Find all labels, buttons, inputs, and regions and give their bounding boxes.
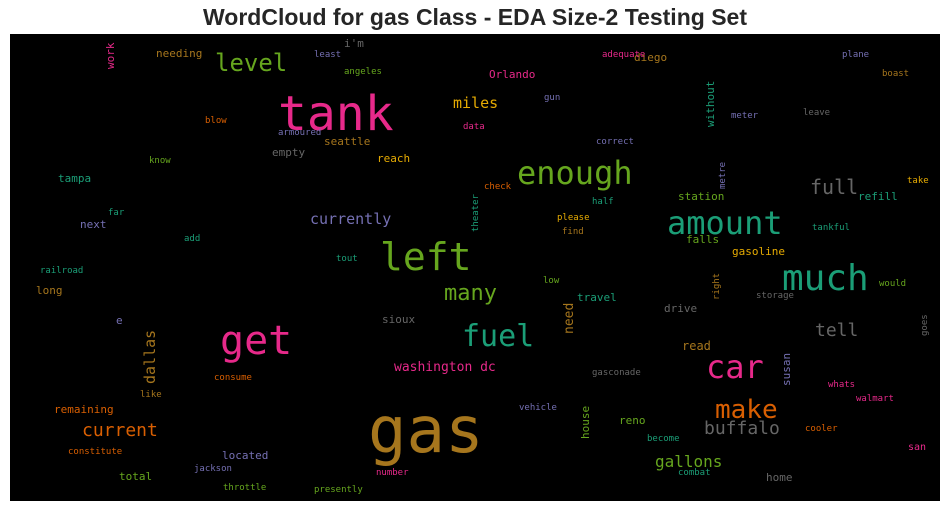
word-whats: whats	[828, 380, 855, 390]
word-reach: reach	[377, 152, 410, 165]
word-remaining: remaining	[54, 403, 114, 416]
word-jackson: jackson	[194, 464, 232, 474]
word-constitute: constitute	[68, 447, 122, 457]
word-tampa: tampa	[58, 172, 91, 185]
word-metre: metre	[718, 162, 728, 189]
word-buffalo: buffalo	[704, 418, 780, 439]
word-i-m: i'm	[344, 37, 364, 50]
word-far: far	[108, 208, 125, 218]
chart-title: WordCloud for gas Class - EDA Size-2 Tes…	[203, 4, 747, 30]
word-gasoline: gasoline	[732, 245, 785, 258]
word-located: located	[222, 449, 268, 462]
word-armoured: armoured	[278, 128, 321, 138]
word-car: car	[706, 348, 764, 386]
word-combat: combat	[678, 468, 711, 478]
word-presently: presently	[314, 485, 363, 495]
word-angeles: angeles	[344, 67, 382, 77]
word-drive: drive	[664, 302, 697, 315]
word-leave: leave	[803, 108, 830, 118]
word-goes: goes	[920, 314, 930, 336]
word-currently: currently	[310, 210, 391, 228]
word-please: please	[557, 213, 590, 223]
word-washington-dc: washington dc	[394, 360, 496, 375]
word-house: house	[579, 406, 592, 439]
word-tell: tell	[815, 320, 858, 341]
word-gallons: gallons	[655, 452, 722, 471]
word-find: find	[562, 227, 584, 237]
word-make: make	[715, 395, 778, 425]
word-needing: needing	[156, 47, 202, 60]
word-cooler: cooler	[805, 424, 838, 434]
word-theater: theater	[471, 193, 481, 232]
word-full: full	[810, 175, 858, 199]
word-data: data	[463, 122, 485, 132]
word-meter: meter	[731, 111, 759, 121]
word-storage: storage	[756, 291, 794, 301]
word-walmart: walmart	[856, 394, 894, 404]
word-orlando: Orlando	[489, 68, 535, 81]
word-home: home	[766, 471, 793, 484]
wordcloud: gas tank left much get enough amount car fuel mak…	[10, 34, 940, 501]
word-add: add	[184, 234, 200, 244]
word-travel: travel	[577, 291, 617, 304]
word-falls: falls	[686, 233, 719, 246]
word-refill: refill	[858, 190, 898, 203]
word-long: long	[36, 284, 63, 297]
word-tout: tout	[336, 254, 358, 264]
word-without: without	[704, 81, 717, 127]
word-take: take	[907, 176, 929, 186]
word-seattle: seattle	[324, 135, 370, 148]
word-enough: enough	[517, 154, 633, 192]
word-vehicle: vehicle	[519, 403, 557, 413]
word-left: left	[380, 235, 472, 279]
word-empty: empty	[272, 146, 305, 159]
word-fuel: fuel	[462, 319, 534, 354]
word-gasconade: gasconade	[592, 368, 641, 378]
word-would: would	[879, 279, 906, 289]
word-e: e	[116, 314, 123, 327]
word-become: become	[647, 434, 680, 444]
word-current: current	[82, 420, 158, 441]
word-station: station	[678, 190, 724, 203]
word-amount: amount	[667, 204, 783, 242]
word-railroad: railroad	[40, 266, 83, 276]
word-know: know	[149, 156, 171, 166]
wordcloud-background	[10, 34, 940, 501]
word-level: level	[215, 49, 287, 77]
word-least: least	[314, 50, 341, 60]
word-susan: susan	[780, 353, 793, 386]
word-reno: reno	[619, 414, 646, 427]
word-gun: gun	[544, 93, 560, 103]
word-san: san	[908, 442, 926, 453]
word-like: like	[140, 390, 162, 400]
word-correct: correct	[596, 137, 634, 147]
word-consume: consume	[214, 373, 252, 383]
word-check: check	[484, 182, 512, 192]
word-throttle: throttle	[223, 483, 266, 493]
word-blow: blow	[205, 116, 227, 126]
word-next: next	[80, 218, 107, 231]
word-total: total	[119, 470, 152, 483]
word-get: get	[220, 318, 292, 364]
word-tankful: tankful	[812, 223, 850, 233]
word-number: number	[376, 468, 409, 478]
word-miles: miles	[453, 94, 498, 112]
word-right: right	[712, 273, 722, 300]
word-low: low	[543, 276, 560, 286]
word-much: much	[782, 258, 869, 299]
word-sioux: sioux	[382, 313, 415, 326]
word-need: need	[562, 303, 577, 334]
word-plane: plane	[842, 50, 869, 60]
word-half: half	[592, 197, 614, 207]
word-tank: tank	[278, 86, 394, 142]
word-read: read	[682, 339, 711, 353]
word-gas: gas	[368, 394, 484, 468]
word-adequate: adequate	[602, 50, 645, 60]
word-dallas: dallas	[141, 330, 159, 384]
word-boast: boast	[882, 69, 909, 79]
word-work: work	[104, 42, 117, 69]
word-diego: diego	[634, 51, 667, 64]
word-many: many	[444, 281, 497, 306]
